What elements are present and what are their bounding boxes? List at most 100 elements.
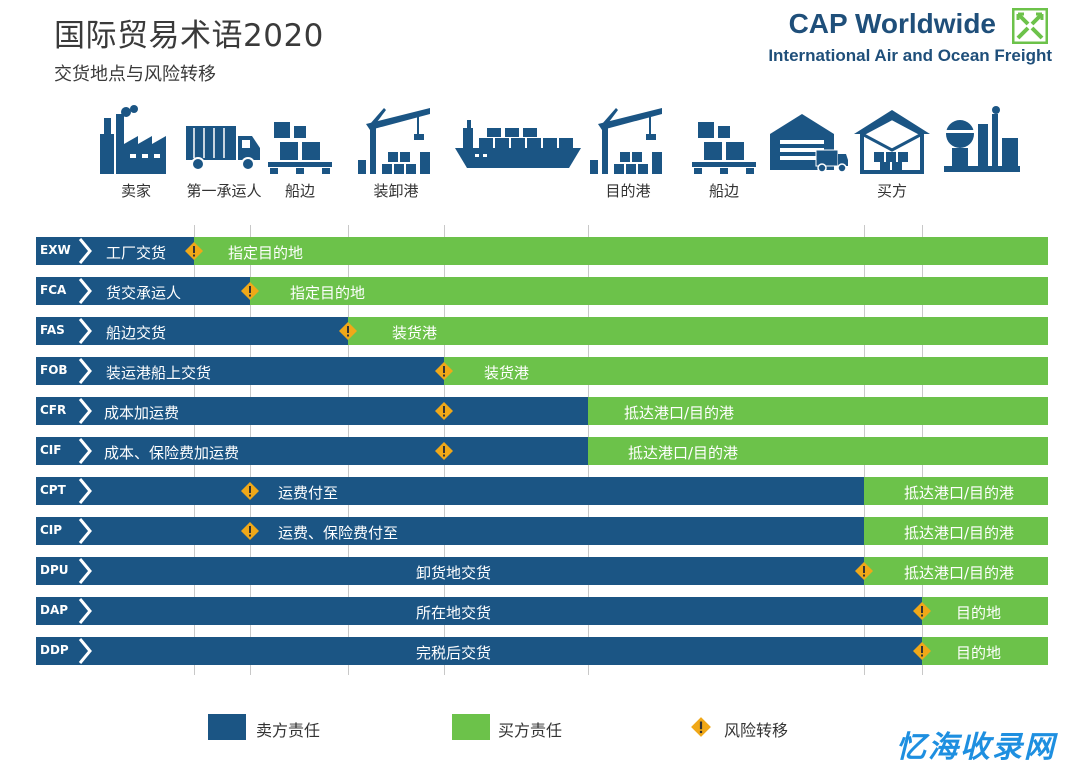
- buyer-responsibility-bar: [864, 517, 1048, 545]
- seller-delivery-label: 成本加运费: [104, 404, 180, 422]
- stage-label: 卖家: [120, 182, 152, 200]
- legend-buyer-swatch: [452, 714, 490, 740]
- term-row-fca: FCA 货交承运人 指定目的地: [36, 277, 1048, 305]
- brand-tagline: International Air and Ocean Freight: [768, 46, 1052, 65]
- buyer-responsibility-bar: [588, 397, 1048, 425]
- truck-icon: [184, 104, 264, 176]
- chevron-right-icon: [78, 517, 92, 545]
- chevron-right-icon: [78, 237, 92, 265]
- term-row-dap: DAP 所在地交货 目的地: [36, 597, 1048, 625]
- chevron-right-icon: [78, 477, 92, 505]
- page-title: 国际贸易术语2020: [54, 18, 324, 54]
- buyer-destination-label: 指定目的地: [290, 284, 366, 302]
- buyer-responsibility-bar: [194, 237, 1048, 265]
- risk-transfer-icon: [434, 361, 454, 381]
- term-row-dpu: DPU 卸货地交货 抵达港口/目的港: [36, 557, 1048, 585]
- legend-seller-label: 卖方责任: [256, 721, 321, 740]
- term-row-exw: EXW 工厂交货 指定目的地: [36, 237, 1048, 265]
- buyer-destination-label: 抵达港口/目的港: [628, 444, 739, 462]
- legend: 卖方责任 买方责任 风险转移: [0, 708, 1080, 748]
- pallet-icon: [260, 104, 340, 176]
- risk-transfer-icon: [912, 601, 932, 621]
- seller-responsibility-bar: [36, 357, 444, 385]
- stage-icons-row: 卖家 第一承运人 船边 装卸港 目的港 船边 买方: [0, 104, 1080, 204]
- risk-transfer-icon: [912, 641, 932, 661]
- buyer-responsibility-bar: [922, 637, 1048, 665]
- seller-responsibility-bar: [36, 437, 588, 465]
- buyer-responsibility-bar: [348, 317, 1048, 345]
- buyer-destination-label: 抵达港口/目的港: [624, 404, 735, 422]
- chevron-right-icon: [78, 357, 92, 385]
- port-crane-icon: [356, 104, 436, 176]
- risk-transfer-icon: [184, 241, 204, 261]
- term-code: EXW: [40, 243, 71, 257]
- term-row-ddp: DDP 完税后交货 目的地: [36, 637, 1048, 665]
- stage-label: 船边: [284, 182, 316, 200]
- brand-logo-block: CAP Worldwide International Air and Ocea…: [692, 4, 1052, 76]
- legend-buyer-label: 买方责任: [498, 721, 563, 740]
- seller-responsibility-bar: [36, 317, 348, 345]
- term-code: CFR: [40, 403, 67, 417]
- seller-responsibility-bar: [36, 517, 864, 545]
- seller-responsibility-bar: [36, 397, 588, 425]
- seller-responsibility-bar: [36, 277, 250, 305]
- incoterms-chart: EXW 工厂交货 指定目的地 FCA 货交承运人 指定目的地 FAS 船边交货 装货港 FOB 装运…: [0, 225, 1080, 685]
- buyer-destination-label: 装货港: [484, 364, 530, 382]
- risk-transfer-icon: [240, 281, 260, 301]
- buyer-responsibility-bar: [588, 437, 1048, 465]
- term-row-cip: CIP 运费、保险费付至 抵达港口/目的港: [36, 517, 1048, 545]
- container-ship-icon: [453, 104, 583, 176]
- seller-responsibility-bar: [36, 557, 864, 585]
- seller-delivery-label: 货交承运人: [106, 284, 182, 302]
- chevron-right-icon: [78, 317, 92, 345]
- term-code: FCA: [40, 283, 67, 297]
- chevron-right-icon: [78, 597, 92, 625]
- term-code: CPT: [40, 483, 66, 497]
- buyer-destination-label: 指定目的地: [228, 244, 304, 262]
- seller-delivery-label: 装运港船上交货: [106, 364, 212, 382]
- term-code: DDP: [40, 643, 69, 657]
- seller-responsibility-bar: [36, 597, 922, 625]
- pallet-icon: [684, 104, 764, 176]
- risk-transfer-icon: [434, 441, 454, 461]
- warehouse-truck-icon: [768, 104, 848, 176]
- term-code: DAP: [40, 603, 69, 617]
- buyer-destination-label: 抵达港口/目的港: [904, 484, 1015, 502]
- term-row-fob: FOB 装运港船上交货 装货港: [36, 357, 1048, 385]
- port-crane-icon: [588, 104, 668, 176]
- chevron-right-icon: [78, 637, 92, 665]
- seller-delivery-label: 完税后交货: [416, 644, 492, 662]
- buyer-destination-label: 目的地: [956, 644, 1002, 662]
- cap-logo-icon: [1011, 7, 1049, 45]
- stage-label: 装卸港: [373, 182, 419, 200]
- term-row-cif: CIF 成本、保险费加运费 抵达港口/目的港: [36, 437, 1048, 465]
- seller-delivery-label: 工厂交货: [106, 244, 167, 262]
- term-row-cpt: CPT 运费付至 抵达港口/目的港: [36, 477, 1048, 505]
- term-code: CIF: [40, 443, 62, 457]
- brand-name: CAP Worldwide: [788, 8, 996, 39]
- buyer-responsibility-bar: [864, 557, 1048, 585]
- seller-delivery-label: 成本、保险费加运费: [104, 444, 240, 462]
- legend-risk-label: 风险转移: [724, 721, 789, 740]
- chevron-right-icon: [78, 397, 92, 425]
- seller-responsibility-bar: [36, 237, 194, 265]
- chevron-right-icon: [78, 557, 92, 585]
- risk-transfer-icon: [854, 561, 874, 581]
- buyer-destination-label: 目的地: [956, 604, 1002, 622]
- legend-seller-swatch: [208, 714, 246, 740]
- seller-delivery-label: 船边交货: [106, 324, 167, 342]
- watermark-logo: 忆海收录网: [896, 730, 1056, 765]
- seller-responsibility-bar: [36, 637, 922, 665]
- plant-icon: [942, 104, 1022, 176]
- buyer-destination-label: 抵达港口/目的港: [904, 524, 1015, 542]
- chevron-right-icon: [78, 277, 92, 305]
- stage-label: 船边: [708, 182, 740, 200]
- buyer-destination-label: 装货港: [392, 324, 438, 342]
- buyer-responsibility-bar: [250, 277, 1048, 305]
- factory-icon: [96, 104, 176, 176]
- page-subtitle: 交货地点与风险转移: [54, 64, 216, 85]
- risk-transfer-icon: [240, 521, 260, 541]
- term-code: FAS: [40, 323, 65, 337]
- risk-transfer-icon: [240, 481, 260, 501]
- term-code: FOB: [40, 363, 68, 377]
